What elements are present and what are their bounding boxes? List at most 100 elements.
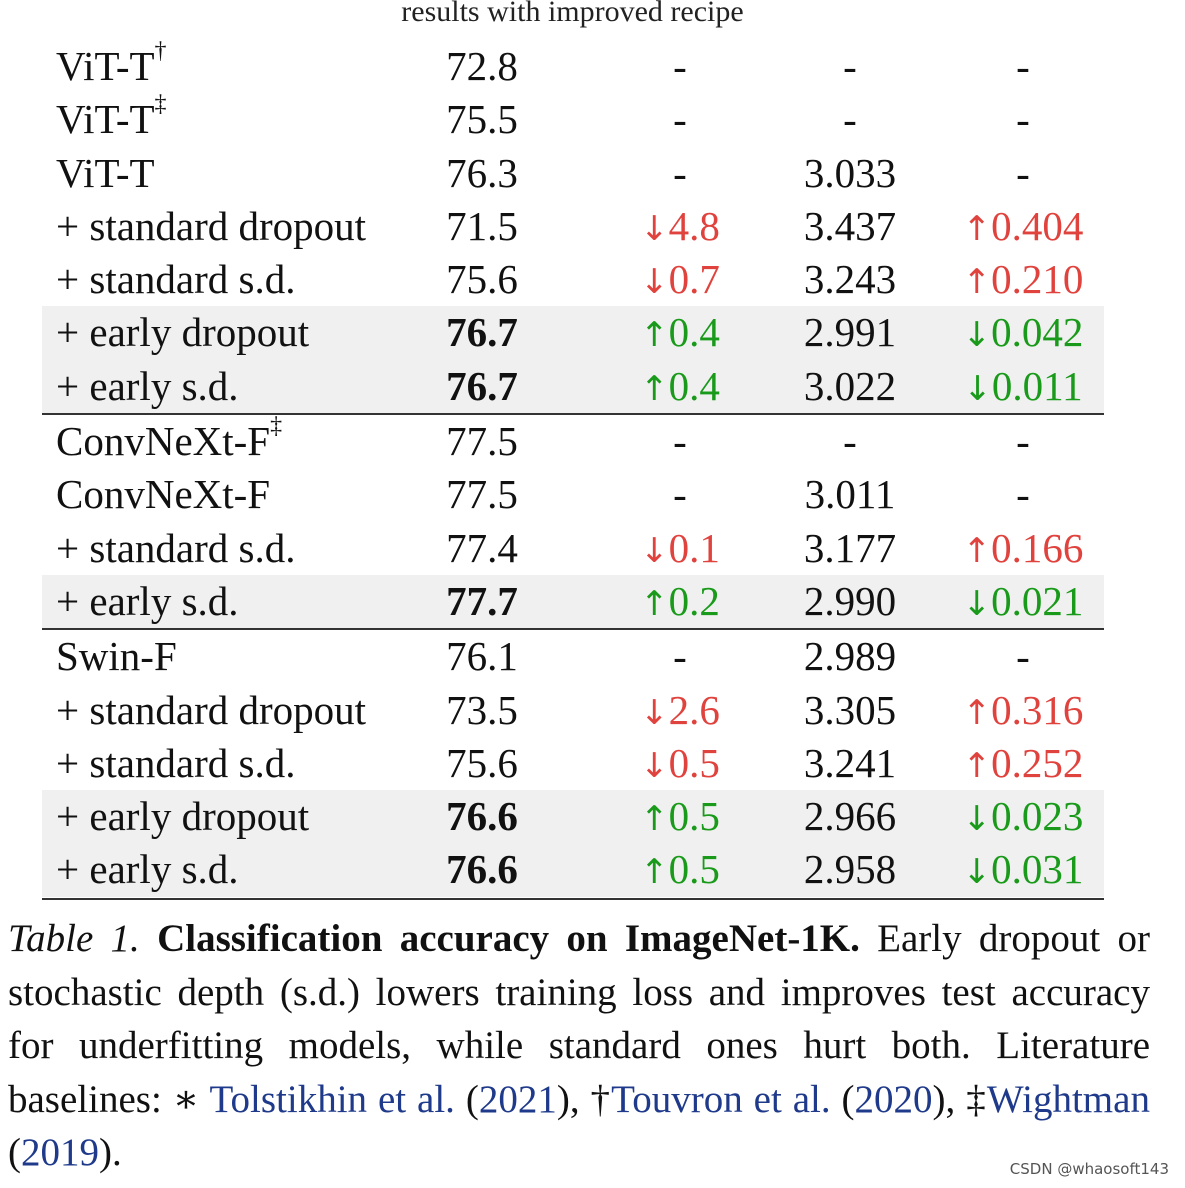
- delta-value: 0.031: [991, 846, 1084, 893]
- model-cell: + standard dropout: [56, 684, 366, 737]
- train-loss-cell: 2.966: [803, 793, 897, 840]
- citation-touvron-year[interactable]: 2020: [854, 1077, 933, 1121]
- accuracy-delta-cell: ↓2.6: [612, 684, 748, 740]
- results-table: ViT-T† 72.8- - - ViT-T‡ 75.5- - - ViT-T 76.3-3.03…: [42, 38, 1104, 899]
- delta-value: 0.042: [991, 309, 1084, 356]
- model-cell: + early s.d.: [56, 575, 239, 628]
- loss-delta-cell: -: [1016, 43, 1030, 89]
- table-row: + standard dropout 71.5 ↓4.8 3.437 ↑0.404: [42, 200, 1104, 253]
- arrow-up-icon: ↑: [962, 262, 992, 303]
- accuracy-cell: 71.5: [446, 202, 518, 249]
- accuracy-delta-cell: ↓0.5: [612, 737, 748, 793]
- table-bottom-rule: [42, 898, 1104, 900]
- train-loss-cell: 3.437: [803, 202, 897, 249]
- train-loss-cell: -: [843, 96, 857, 143]
- delta-value: 0.5: [668, 846, 720, 893]
- train-loss-cell: 3.022: [803, 362, 897, 409]
- train-loss-cell: 2.989: [803, 633, 897, 680]
- model-name: ViT-T: [56, 149, 155, 196]
- arrow-down-icon: ↓: [640, 208, 669, 249]
- loss-delta-cell: ↓0.031: [952, 843, 1094, 899]
- arrow-up-icon: ↑: [962, 208, 992, 249]
- model-cell: + standard s.d.: [56, 737, 295, 790]
- delta-value: 0.011: [991, 362, 1083, 409]
- citation-wightman-year[interactable]: 2019: [21, 1131, 99, 1174]
- model-name: + standard dropout: [56, 686, 367, 733]
- model-footnote-mark: ‡: [270, 413, 283, 440]
- accuracy-cell: 76.1: [446, 633, 518, 680]
- delta-value: 0.2: [668, 577, 720, 624]
- accuracy-cell: 77.4: [446, 524, 518, 571]
- dagger-symbol: †: [590, 1077, 612, 1121]
- citation-tolstikhin-year[interactable]: 2021: [478, 1077, 557, 1121]
- model-name: + standard dropout: [56, 202, 367, 249]
- delta-value: 0.021: [991, 577, 1084, 624]
- model-cell: ViT-T‡: [56, 91, 167, 146]
- accuracy-cell: 77.7: [446, 577, 518, 624]
- table-row: ConvNeXt-F‡ 77.5 - - -: [42, 413, 1104, 468]
- loss-delta-cell: ↑0.210: [952, 253, 1094, 309]
- model-cell: + early dropout: [56, 790, 309, 843]
- model-cell: + early s.d.: [56, 843, 239, 896]
- accuracy-cell: 76.6: [446, 793, 518, 840]
- accuracy-cell: 75.6: [446, 739, 518, 786]
- train-loss-cell: 3.033: [803, 149, 897, 196]
- model-cell: Swin-F: [56, 630, 177, 683]
- loss-delta-cell: ↓0.042: [952, 306, 1094, 362]
- caption-label: Table 1.: [8, 917, 140, 960]
- loss-delta-cell: ↑0.404: [952, 200, 1094, 256]
- table-row: + standard s.d. 75.6 ↓0.5 3.241 ↑0.252: [42, 737, 1104, 790]
- loss-delta-cell: ↓0.023: [952, 790, 1094, 846]
- train-loss-cell: -: [843, 418, 857, 465]
- accuracy-cell: 77.5: [446, 418, 518, 465]
- table-row: + early s.d. 77.7 ↑0.2 2.990 ↓0.021: [42, 574, 1104, 631]
- delta-value: 0.7: [668, 256, 720, 303]
- accuracy-delta-cell: -: [673, 633, 687, 680]
- delta-value: 0.4: [668, 309, 720, 356]
- train-loss-cell: 3.241: [803, 739, 897, 786]
- delta-value: 0.5: [668, 793, 720, 840]
- model-name: + early dropout: [56, 309, 310, 356]
- train-loss-cell: 3.011: [804, 471, 896, 518]
- arrow-up-icon: ↑: [640, 368, 669, 409]
- arrow-up-icon: ↑: [640, 852, 669, 893]
- table-row: + standard s.d. 75.6 ↓0.7 3.243 ↑0.210: [42, 253, 1104, 306]
- model-name: + standard s.d.: [56, 524, 296, 571]
- table-row: + early dropout 76.6 ↑0.5 2.966 ↓0.023: [42, 790, 1104, 846]
- accuracy-delta-cell: -: [673, 418, 687, 465]
- table-row: + early dropout 76.7 ↑0.4 2.991 ↓0.042: [42, 306, 1104, 362]
- table-row: Swin-F 76.1 - 2.989 -: [42, 628, 1104, 683]
- accuracy-delta-cell: -: [673, 149, 687, 196]
- table-row: + early s.d. 76.6 ↑0.5 2.958 ↓0.031: [42, 843, 1104, 899]
- model-name: + standard s.d.: [56, 739, 296, 786]
- train-loss-cell: 2.990: [803, 577, 897, 624]
- citation-touvron[interactable]: Touvron et al.: [611, 1077, 831, 1121]
- table-row: ViT-T‡ 75.5 - - -: [42, 91, 1104, 146]
- loss-delta-cell: -: [1016, 149, 1030, 196]
- model-name: + early s.d.: [56, 577, 239, 624]
- table-caption: Table 1. Classification accuracy on Imag…: [8, 917, 1150, 1174]
- accuracy-cell: 76.3: [446, 149, 518, 196]
- arrow-down-icon: ↓: [640, 262, 669, 303]
- accuracy-delta-cell: -: [673, 96, 687, 143]
- accuracy-delta-cell: -: [673, 471, 687, 518]
- arrow-down-icon: ↓: [962, 583, 992, 624]
- arrow-down-icon: ↓: [640, 692, 669, 733]
- citation-tolstikhin[interactable]: Tolstikhin et al.: [209, 1077, 455, 1121]
- loss-delta-cell: ↓0.021: [952, 575, 1094, 631]
- delta-value: 0.1: [668, 524, 720, 571]
- arrow-down-icon: ↓: [640, 530, 669, 571]
- accuracy-cell: 76.7: [446, 362, 518, 409]
- table-row: + early s.d. 76.7 ↑0.4 3.022 ↓0.011: [42, 359, 1104, 414]
- model-footnote-mark: †: [154, 38, 167, 64]
- citation-wightman[interactable]: Wightman: [986, 1077, 1150, 1121]
- delta-value: 0.166: [991, 524, 1084, 571]
- delta-value: 4.8: [668, 202, 720, 249]
- accuracy-delta-cell: ↑0.2: [612, 575, 748, 631]
- delta-value: 0.316: [991, 686, 1084, 733]
- train-loss-cell: 2.958: [803, 846, 897, 893]
- table-row: ViT-T† 72.8 - - -: [42, 38, 1104, 93]
- arrow-down-icon: ↓: [640, 745, 669, 786]
- table-header-note: results with improved recipe: [401, 0, 744, 28]
- model-footnote-mark: ‡: [154, 91, 167, 118]
